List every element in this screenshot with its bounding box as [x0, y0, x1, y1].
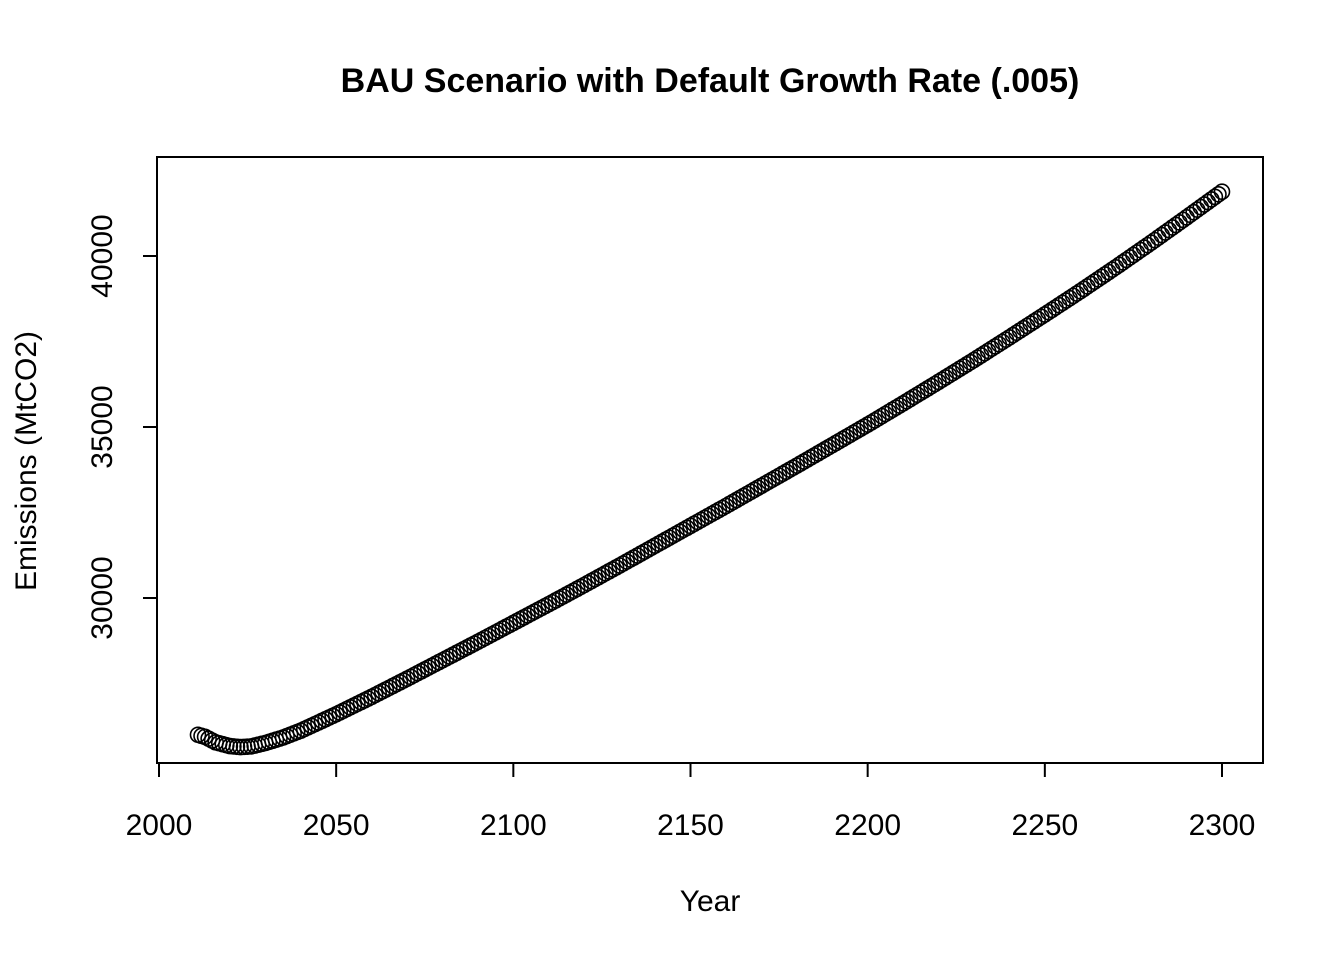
y-tick-label: 35000 — [86, 385, 119, 468]
x-tick-label: 2150 — [657, 809, 724, 842]
x-tick-label: 2300 — [1189, 809, 1256, 842]
x-tick-label: 2200 — [834, 809, 901, 842]
data-point — [1210, 185, 1227, 203]
y-tick-label: 40000 — [86, 214, 119, 297]
x-tick-label: 2250 — [1011, 809, 1078, 842]
x-tick-label: 2100 — [480, 809, 547, 842]
x-axis: 2000 2050 2100 2150 2200 2250 2300 — [126, 762, 1256, 842]
x-tick-label: 2050 — [303, 809, 370, 842]
x-axis-label: Year — [680, 885, 741, 918]
y-axis: 30000 35000 40000 — [86, 214, 158, 640]
chart-title: BAU Scenario with Default Growth Rate (.… — [341, 62, 1080, 100]
plot-frame — [156, 156, 1264, 764]
data-point — [1213, 183, 1231, 200]
y-tick-label: 30000 — [86, 556, 119, 639]
y-axis-label: Emissions (MtCO2) — [10, 331, 43, 591]
data-points — [189, 183, 1231, 756]
x-tick-label: 2000 — [126, 809, 193, 842]
